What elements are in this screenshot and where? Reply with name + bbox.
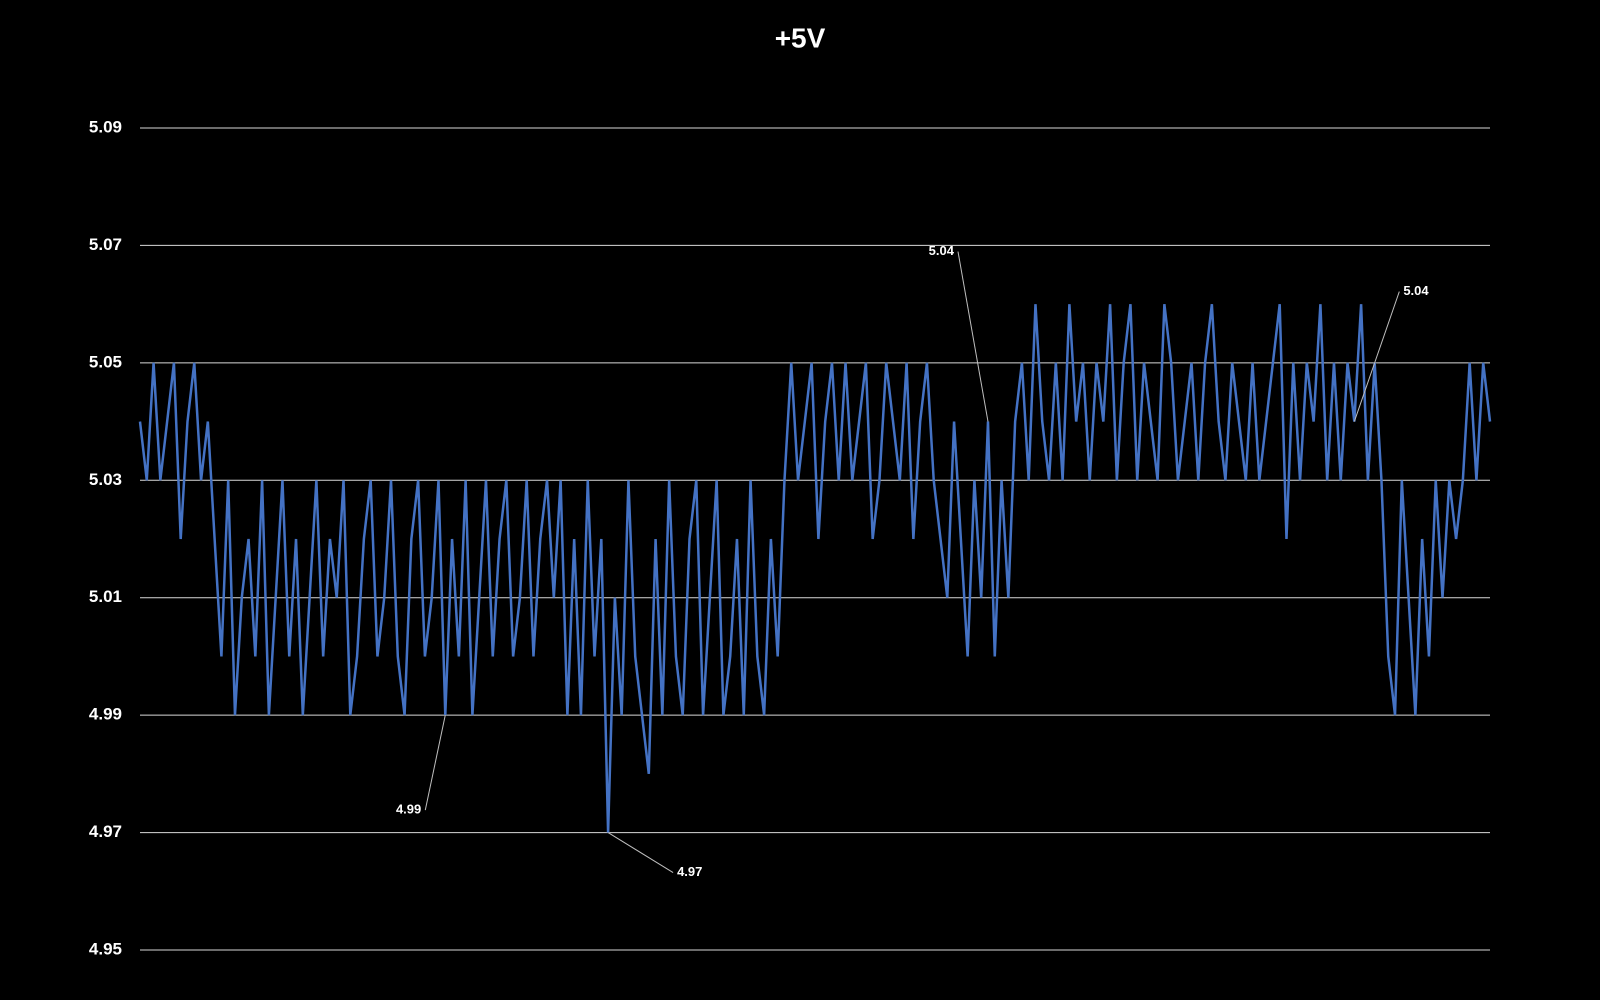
y-tick-label: 5.05: [89, 352, 122, 371]
data-label: 4.99: [396, 802, 421, 817]
data-label: 4.97: [677, 864, 702, 879]
leader-line: [607, 832, 674, 873]
y-tick-label: 4.95: [89, 939, 122, 958]
y-tick-label: 5.01: [89, 587, 122, 606]
series-line: [138, 303, 1492, 833]
y-tick-label: 5.03: [89, 470, 122, 489]
data-label: 5.04: [929, 243, 955, 258]
y-tick-label: 4.99: [89, 705, 122, 724]
leader-line: [424, 715, 446, 811]
chart-title: +5V: [775, 22, 826, 53]
leader-line: [957, 251, 989, 422]
y-tick-label: 5.07: [89, 235, 122, 254]
y-tick-label: 5.09: [89, 117, 122, 136]
leader-line: [1353, 291, 1400, 422]
y-tick-label: 4.97: [89, 822, 122, 841]
data-label: 5.04: [1403, 283, 1429, 298]
